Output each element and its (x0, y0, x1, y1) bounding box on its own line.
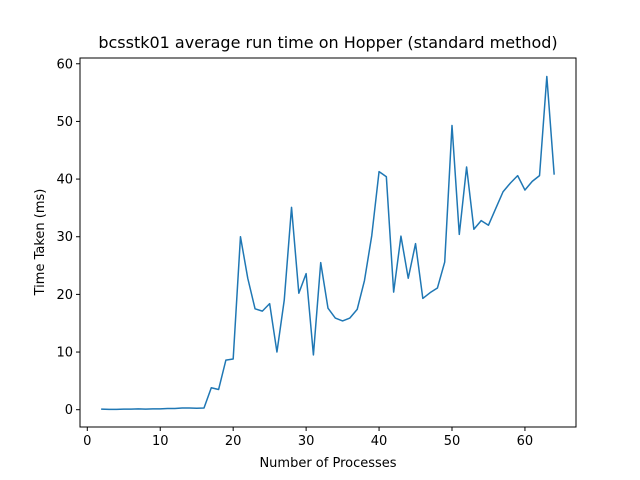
y-axis-label: Time Taken (ms) (33, 189, 48, 297)
x-axis-label: Number of Processes (259, 456, 396, 471)
chart-title: bcsstk01 average run time on Hopper (sta… (98, 33, 557, 52)
y-tick-label: 30 (56, 230, 73, 245)
y-tick-label: 0 (65, 403, 73, 418)
x-tick-label: 10 (152, 434, 169, 449)
x-tick-label: 50 (444, 434, 461, 449)
y-tick-label: 20 (56, 288, 73, 303)
y-tick-label: 10 (56, 346, 73, 361)
x-axis: 0 10 20 30 40 50 60 (83, 427, 533, 449)
y-tick-label: 40 (56, 173, 73, 188)
x-tick-label: 0 (83, 434, 91, 449)
x-tick-label: 30 (298, 434, 315, 449)
axes-frame (79, 57, 577, 428)
y-tick-label: 60 (56, 57, 73, 72)
y-tick-label: 50 (56, 115, 73, 130)
series-line-0 (101, 75, 555, 411)
plot-area (101, 75, 555, 411)
x-tick-label: 20 (225, 434, 242, 449)
y-axis: 0 10 20 30 40 50 60 (56, 57, 80, 418)
x-tick-label: 60 (517, 434, 534, 449)
x-tick-label: 40 (371, 434, 388, 449)
